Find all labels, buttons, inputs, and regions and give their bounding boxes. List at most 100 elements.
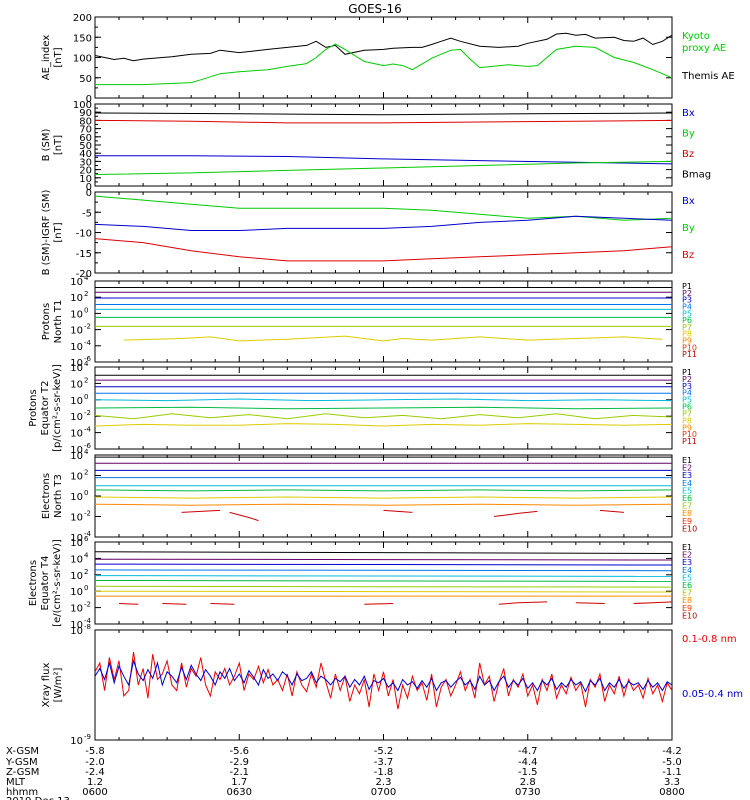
- legend-entry: P4: [682, 302, 692, 311]
- series-group: [95, 374, 672, 427]
- legend-entry: E6: [682, 581, 692, 590]
- y-axis-label: Equator T2: [40, 381, 51, 436]
- y-axis-label: Electrons: [41, 473, 52, 519]
- series-line-14: [575, 602, 605, 604]
- orbit-value: -3.7: [374, 757, 394, 768]
- y-tick-label: -20: [76, 269, 92, 280]
- y-tick-exponent: -6: [84, 355, 92, 363]
- figure-title: GOES-16: [348, 2, 402, 16]
- legend-entry: P7: [682, 409, 692, 418]
- legend-entry: E2: [682, 464, 692, 473]
- legend-entry: E3: [682, 471, 692, 480]
- y-tick-label: 50: [79, 74, 92, 85]
- y-tick-label: 60: [79, 133, 92, 144]
- y-tick-label: 0: [86, 182, 92, 193]
- legend-entry: P2: [682, 375, 692, 384]
- y-tick-label: 10: [70, 736, 83, 747]
- legend-entry: P10: [682, 343, 697, 352]
- orbit-value: 1.2: [87, 777, 103, 788]
- legend-entry: P7: [682, 323, 692, 332]
- y-tick-exponent: -2: [84, 601, 91, 609]
- legend-entry: P8: [682, 330, 692, 339]
- series-line-4: [95, 575, 672, 577]
- y-tick-exponent: 4: [84, 360, 89, 368]
- series-group: [95, 651, 672, 710]
- legend-entry: Bx: [682, 108, 695, 119]
- legend-entry: Bz: [682, 149, 694, 160]
- orbit-row-label: Z-GSM: [6, 767, 39, 778]
- series-line-7: [123, 335, 663, 342]
- orbit-value: 0630: [227, 787, 252, 798]
- y-axis-label: [nT]: [53, 47, 64, 67]
- y-tick-label: 10: [70, 396, 83, 407]
- y-axis-label: North T1: [53, 300, 64, 344]
- orbit-value: -2.9: [229, 757, 249, 768]
- series-line-6: [95, 585, 672, 588]
- series-line-9: [118, 603, 139, 605]
- series-line-10: [162, 603, 187, 605]
- legend-entry: P6: [682, 316, 692, 325]
- legend-entry: P5: [682, 309, 692, 318]
- y-tick-label: 20: [79, 166, 92, 177]
- legend-entry: Themis AE: [681, 71, 735, 82]
- series-line-7: [95, 503, 672, 506]
- legend-entry: P4: [682, 389, 692, 398]
- series-group: [95, 112, 672, 175]
- series-group: [95, 456, 672, 522]
- legend-entry: Bz: [682, 250, 694, 261]
- orbit-value: 0700: [371, 787, 396, 798]
- y-tick-exponent: 2: [84, 376, 88, 384]
- legend-entry: proxy AE: [682, 43, 726, 54]
- legend-entry: E6: [682, 494, 692, 503]
- legend-entry: E9: [682, 604, 692, 613]
- orbit-value: -5.0: [662, 757, 682, 768]
- legend-entry: P11: [682, 350, 697, 359]
- y-axis-label: [nT]: [53, 135, 64, 155]
- legend-entry: P3: [682, 296, 692, 305]
- y-tick-exponent: 2: [84, 568, 88, 576]
- series-line-0: [95, 651, 672, 710]
- series-line-11: [494, 510, 538, 517]
- orbit-row-label: MLT: [6, 777, 26, 788]
- panel-frame: [94, 541, 673, 625]
- orbit-value: -4.2: [662, 746, 682, 757]
- series-line-3: [95, 160, 672, 175]
- y-tick-exponent: 0: [84, 306, 88, 314]
- series-line-9: [229, 511, 259, 522]
- legend-entry: P10: [682, 430, 697, 439]
- y-axis-label: [nT]: [53, 222, 64, 242]
- orbit-value: -2.4: [85, 767, 105, 778]
- y-tick-label: 10: [70, 358, 83, 369]
- y-tick-label: 10: [70, 571, 83, 582]
- y-axis-label: B (SM): [41, 128, 52, 161]
- y-axis-label: Electrons: [28, 560, 39, 606]
- series-line-11: [210, 603, 235, 605]
- legend-entry: E3: [682, 558, 692, 567]
- series-line-1: [95, 558, 672, 561]
- orbit-value: 0600: [82, 787, 107, 798]
- y-tick-label: -15: [76, 249, 92, 260]
- series-line-5: [95, 489, 672, 492]
- series-line-7: [95, 423, 672, 427]
- y-tick-exponent: 0: [84, 584, 88, 592]
- series-line-2: [95, 563, 672, 566]
- y-tick-exponent: 0: [84, 393, 88, 401]
- legend-entry: P8: [682, 416, 692, 425]
- legend-entry: E8: [682, 596, 692, 605]
- y-tick-label: 200: [73, 13, 92, 24]
- y-tick-label: 10: [70, 379, 83, 390]
- y-tick-label: 10: [70, 277, 83, 288]
- y-tick-exponent: -4: [84, 426, 92, 434]
- y-tick-exponent: 2: [84, 290, 88, 298]
- y-tick-label: 10: [70, 412, 83, 423]
- series-line-8: [181, 509, 221, 513]
- y-tick-label: 10: [70, 472, 83, 483]
- y-tick-label: -5: [82, 208, 92, 219]
- y-tick-exponent: 0: [84, 489, 88, 497]
- y-axis-label: North T3: [53, 474, 64, 518]
- y-tick-exponent: -9: [84, 733, 91, 741]
